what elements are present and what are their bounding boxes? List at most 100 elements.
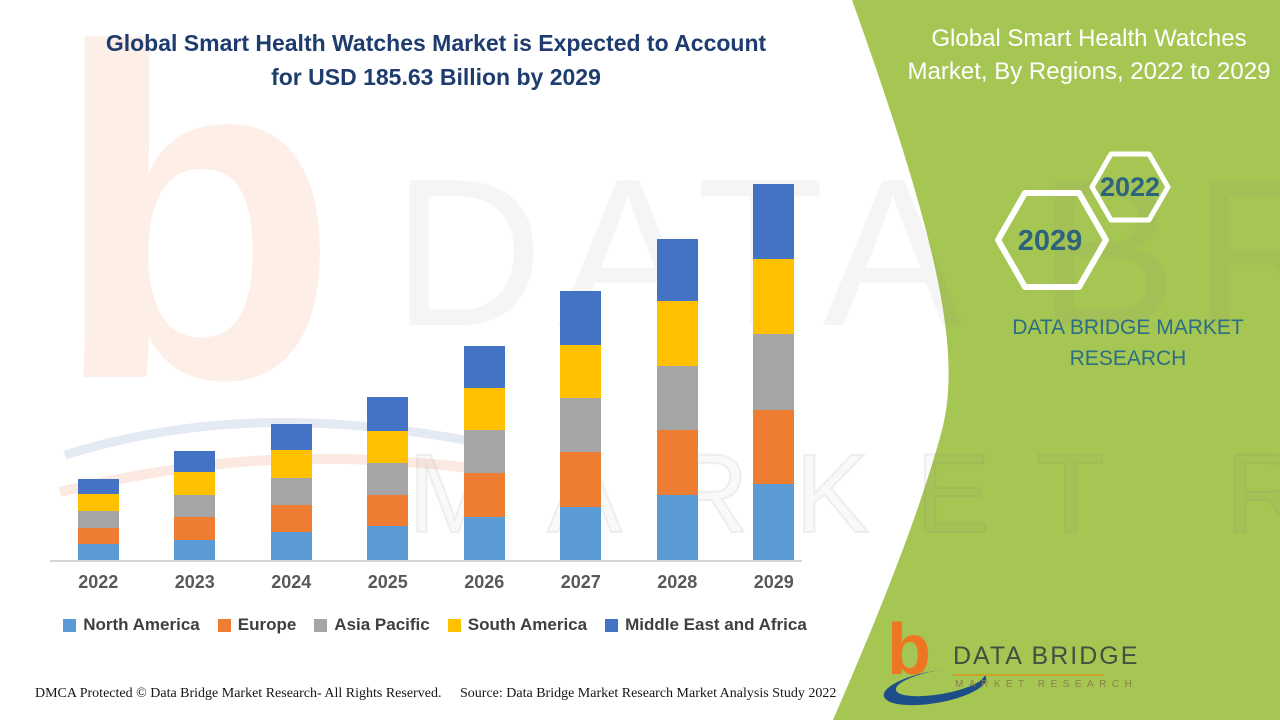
- bar-slot-2026: [436, 184, 533, 560]
- chart-legend: North America Europe Asia Pacific South Ame…: [40, 615, 830, 635]
- legend-label-asia-pacific: Asia Pacific: [334, 615, 430, 634]
- bar-2025: [367, 397, 409, 560]
- bar-2027-segment-europe: [560, 451, 602, 507]
- bar-slot-2025: [340, 184, 437, 560]
- bar-2029-segment-north-america: [753, 484, 795, 560]
- hexagon-2029-icon: [995, 190, 1109, 290]
- bar-2028-segment-middle-east-and-africa: [656, 239, 698, 301]
- bar-2023-segment-europe: [174, 516, 216, 540]
- bar-2022-segment-asia-pacific: [77, 511, 119, 528]
- bar-slot-2028: [629, 184, 726, 560]
- bar-2024-segment-europe: [270, 505, 312, 532]
- bar-2027-segment-south-america: [560, 344, 602, 398]
- legend-label-north-america: North America: [83, 615, 200, 634]
- x-axis-label-2024: 2024: [271, 572, 312, 592]
- chart-title-line1: Global Smart Health Watches Market is Ex…: [105, 30, 767, 56]
- legend-item-asia-pacific: Asia Pacific: [314, 615, 430, 635]
- bar-2027: [560, 290, 602, 560]
- hexagon-2022-label: 2022: [1100, 172, 1160, 202]
- x-axis-labels: 2022 2023 2024 2025 2026 2027 2028 2029: [50, 572, 822, 593]
- panel-brand-text: DATA BRIDGE MARKET RESEARCH: [988, 312, 1268, 374]
- bar-2024-segment-asia-pacific: [270, 478, 312, 506]
- bar-slot-2027: [533, 184, 630, 560]
- legend-label-europe: Europe: [237, 615, 297, 634]
- panel-title-line2: Market, By Regions, 2022 to 2029: [907, 58, 1271, 85]
- logo-name-text: DATA BRIDGE: [953, 642, 1140, 670]
- legend-swatch-europe: [217, 618, 231, 632]
- bar-2022-segment-middle-east-and-africa: [77, 479, 119, 494]
- bar-slot-2022: [50, 184, 147, 560]
- bar-2027-segment-middle-east-and-africa: [560, 290, 602, 345]
- bar-2022-segment-europe: [77, 528, 119, 544]
- bar-slot-2024: [243, 184, 340, 560]
- bar-2029-segment-europe: [753, 410, 795, 484]
- bar-2024-segment-south-america: [270, 450, 312, 479]
- legend-swatch-asia-pacific: [314, 618, 328, 632]
- panel-title-line1: Global Smart Health Watches: [931, 25, 1247, 52]
- bar-2024-segment-north-america: [270, 532, 312, 560]
- bar-2022-segment-north-america: [77, 544, 119, 560]
- chart-title-line2: for USD 185.63 Billion by 2029: [271, 64, 601, 90]
- bar-2025-segment-south-america: [367, 431, 409, 463]
- bar-2026: [463, 346, 505, 560]
- bar-slot-2023: [147, 184, 244, 560]
- bar-2028-segment-south-america: [656, 301, 698, 366]
- bar-2025-segment-middle-east-and-africa: [367, 397, 409, 431]
- x-axis-label-2026: 2026: [464, 572, 505, 592]
- bar-2026-segment-europe: [463, 473, 505, 518]
- panel-brand-line2: RESEARCH: [1069, 347, 1187, 370]
- bar-2026-segment-asia-pacific: [463, 430, 505, 474]
- bar-2023: [174, 450, 216, 560]
- bar-2025-segment-europe: [367, 495, 409, 526]
- bar-2029-segment-asia-pacific: [753, 334, 795, 411]
- legend-item-north-america: North America: [63, 615, 200, 635]
- legend-swatch-north-america: [63, 618, 77, 632]
- x-axis-label-2029: 2029: [753, 572, 794, 592]
- x-axis-label-2028: 2028: [657, 572, 698, 592]
- bar-2024-segment-middle-east-and-africa: [270, 424, 312, 451]
- legend-swatch-south-america: [447, 618, 461, 632]
- bar-slot-2029: [726, 184, 823, 560]
- bar-2024: [270, 424, 312, 560]
- x-axis-line: [50, 560, 802, 562]
- data-bridge-logo: b DATA BRIDGE MARKET RESEARCH: [883, 614, 1185, 716]
- bar-2027-segment-asia-pacific: [560, 397, 602, 452]
- bar-2026-segment-south-america: [463, 388, 505, 431]
- x-axis-label-2027: 2027: [560, 572, 601, 592]
- x-axis-label-2025: 2025: [367, 572, 408, 592]
- legend-label-south-america: South America: [467, 615, 588, 634]
- x-axis-label-2022: 2022: [78, 572, 119, 592]
- bar-2028-segment-north-america: [656, 495, 698, 560]
- bar-2023-segment-asia-pacific: [174, 494, 216, 517]
- bar-2023-segment-middle-east-and-africa: [174, 450, 216, 472]
- bar-2029: [753, 184, 795, 560]
- footer-source-text: Source: Data Bridge Market Research Mark…: [460, 686, 837, 701]
- logo-divider: [953, 674, 1103, 676]
- x-axis-label-2023: 2023: [174, 572, 215, 592]
- bar-2025-segment-asia-pacific: [367, 463, 409, 495]
- chart-title: Global Smart Health Watches Market is Ex…: [70, 26, 802, 94]
- legend-item-middle-east-and-africa: Middle East and Africa: [605, 615, 807, 635]
- watermark-text-market-research: MARKET RESEARCH: [407, 437, 1280, 551]
- bar-2029-segment-south-america: [753, 259, 795, 335]
- bar-2028-segment-asia-pacific: [656, 366, 698, 430]
- bar-2028: [656, 239, 698, 560]
- bar-2029-segment-middle-east-and-africa: [753, 184, 795, 260]
- legend-item-europe: Europe: [217, 615, 297, 635]
- hexagon-2029-label: 2029: [1018, 225, 1083, 257]
- watermark-text-data-bridge: DATA BRIDGE: [392, 135, 1280, 370]
- bar-2022: [77, 479, 119, 560]
- bar-2025-segment-north-america: [367, 526, 409, 560]
- bar-2026-segment-north-america: [463, 517, 505, 560]
- panel-title: Global Smart Health Watches Market, By R…: [903, 22, 1275, 88]
- bar-2023-segment-south-america: [174, 471, 216, 495]
- legend-label-middle-east-and-africa: Middle East and Africa: [625, 615, 807, 634]
- footer-dmca-text: DMCA Protected © Data Bridge Market Rese…: [35, 686, 442, 701]
- panel-brand-line1: DATA BRIDGE MARKET: [1012, 316, 1244, 339]
- bar-2023-segment-north-america: [174, 539, 216, 560]
- bar-2022-segment-south-america: [77, 494, 119, 511]
- bar-2028-segment-europe: [656, 430, 698, 495]
